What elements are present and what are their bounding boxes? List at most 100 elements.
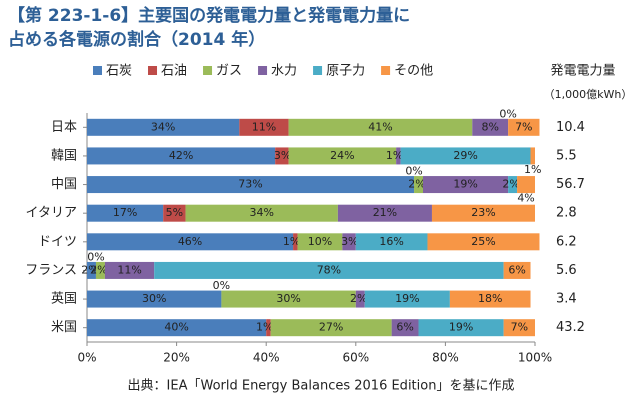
- bar-segment: [508, 176, 518, 194]
- data-label: 25%: [471, 235, 495, 248]
- total-label: 56.7: [556, 177, 585, 192]
- data-label: 46%: [178, 235, 202, 248]
- bar-segment: [95, 261, 105, 279]
- bar-segment: [400, 147, 531, 165]
- data-label: 11%: [117, 263, 141, 276]
- total-label: 43.2: [556, 320, 585, 335]
- y-tick-label: 韓国: [51, 148, 77, 163]
- bar-segment: [396, 147, 401, 165]
- data-label: 19%: [395, 292, 419, 305]
- y-tick-label: 英国: [51, 292, 77, 307]
- y-tick-label: ドイツ: [38, 234, 77, 249]
- bar-segment: [87, 118, 240, 136]
- bar-segment: [104, 261, 155, 279]
- bar-segment: [221, 290, 356, 308]
- data-label: 24%: [330, 149, 354, 162]
- data-label: 30%: [142, 292, 166, 305]
- data-label: 1%: [283, 235, 300, 248]
- bar-segment: [414, 176, 423, 194]
- total-label: 10.4: [556, 120, 585, 135]
- legend-label: 原子力: [326, 64, 365, 79]
- x-tick-label: 20%: [163, 351, 190, 365]
- y-tick-label: フランス: [25, 263, 77, 278]
- x-tick-label: 40%: [253, 351, 280, 365]
- total-label: 5.5: [556, 148, 577, 163]
- legend-label: その他: [394, 64, 433, 79]
- data-label: 34%: [151, 120, 175, 133]
- bar-segment: [87, 204, 164, 222]
- bar-segment: [87, 233, 294, 251]
- bar-segment: [297, 233, 343, 251]
- legend-label: 石炭: [106, 64, 132, 79]
- data-label: 5%: [166, 206, 183, 219]
- y-tick-label: イタリア: [26, 206, 77, 221]
- total-label: 5.6: [556, 263, 577, 278]
- y-tick-label: 米国: [51, 320, 77, 335]
- bar-segment: [472, 118, 509, 136]
- bar-segment: [391, 319, 419, 337]
- data-label: 0%: [499, 107, 516, 120]
- bar-segment: [431, 204, 535, 222]
- data-label: 0%: [87, 250, 104, 263]
- data-label: 0%: [405, 165, 422, 178]
- bar-segment: [423, 176, 509, 194]
- bar-segment: [508, 118, 540, 136]
- data-label: 7%: [511, 321, 528, 334]
- bar-segment: [503, 261, 531, 279]
- data-label: 7%: [515, 120, 532, 133]
- chart-title: 【第 223-1-6】主要国の発電電力量と発電電力量に: [8, 5, 410, 26]
- bar-segment: [517, 176, 535, 194]
- bar-segment: [530, 147, 535, 165]
- legend-swatch: [313, 66, 323, 75]
- bar-segment: [266, 319, 271, 337]
- data-label: 30%: [276, 292, 300, 305]
- data-label: 6%: [508, 263, 525, 276]
- legend-label: 水力: [271, 64, 297, 79]
- bar-segment: [154, 261, 504, 279]
- bar-segment: [427, 233, 540, 251]
- bar-segment: [503, 319, 535, 337]
- data-label: 78%: [317, 263, 341, 276]
- y-tick-label: 中国: [51, 177, 77, 192]
- data-label: 17%: [113, 206, 137, 219]
- data-label: 73%: [238, 178, 262, 191]
- x-tick-label: 60%: [342, 351, 369, 365]
- legend-swatch: [203, 66, 213, 75]
- bar-segment: [293, 233, 298, 251]
- bar-segment: [355, 290, 365, 308]
- x-tick-label: 0%: [77, 351, 96, 365]
- data-label: 1%: [386, 149, 403, 162]
- bar-segment: [87, 261, 96, 279]
- chart-title: 占める各電源の割合（2014 年）: [8, 29, 265, 50]
- data-label: 2%: [350, 292, 367, 305]
- total-label: 3.4: [556, 292, 577, 307]
- data-label: 18%: [478, 292, 502, 305]
- bar-segment: [288, 118, 473, 136]
- bar-segment: [364, 290, 450, 308]
- data-label: 34%: [249, 206, 273, 219]
- data-label: 0%: [213, 279, 230, 292]
- data-label: 11%: [252, 120, 276, 133]
- bar-segment: [87, 319, 267, 337]
- total-label: 6.2: [556, 234, 577, 249]
- data-label: 2%: [502, 178, 519, 191]
- data-label: 16%: [379, 235, 403, 248]
- x-tick-label: 100%: [518, 351, 552, 365]
- total-label: 2.8: [556, 206, 577, 221]
- bar-segment: [87, 290, 222, 308]
- data-label: 19%: [453, 178, 477, 191]
- data-label: 2%: [90, 263, 107, 276]
- data-label: 3%: [341, 235, 358, 248]
- data-label: 40%: [164, 321, 188, 334]
- totals-unit: （1,000億kWh）: [544, 88, 633, 101]
- legend-label: ガス: [216, 64, 242, 79]
- data-label: 27%: [319, 321, 343, 334]
- data-label: 29%: [453, 149, 477, 162]
- bar-segment: [270, 319, 392, 337]
- bar-segment: [337, 204, 432, 222]
- bar-segment: [342, 233, 356, 251]
- data-label: 8%: [481, 120, 498, 133]
- data-label: 4%: [517, 192, 534, 205]
- legend-swatch: [93, 66, 102, 75]
